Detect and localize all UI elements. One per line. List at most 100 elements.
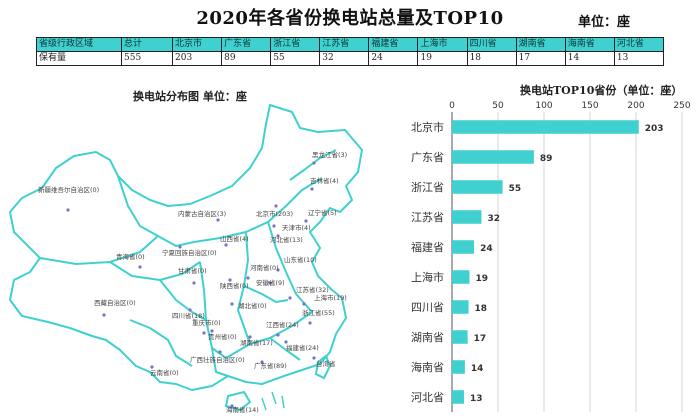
- summary-table-header: 省级行政区域 总计 北京市 广东省 浙江省 江苏省 福建省 上海市 四川省 湖南…: [36, 37, 665, 52]
- map-dot: [66, 208, 70, 212]
- map-dot: [246, 276, 250, 280]
- y-category-label: 上海市: [411, 270, 444, 284]
- map-dot: [210, 329, 214, 333]
- taiwan-outline: [314, 354, 332, 380]
- y-category-label: 江苏省: [411, 211, 444, 224]
- map-dot: [276, 268, 280, 272]
- map-province-label: 浙江省(55): [302, 308, 335, 317]
- map-dot: [302, 302, 306, 306]
- map-dot: [192, 281, 196, 285]
- province-border: [211, 347, 229, 377]
- province-border: [289, 149, 337, 181]
- province-border: [267, 221, 313, 313]
- map-province-label: 湖北省(0): [238, 301, 267, 310]
- row-cell: 55: [270, 51, 321, 66]
- map-province-label: 吉林省(4): [310, 176, 339, 185]
- header-cell: 广东省: [221, 37, 272, 52]
- map-dot: [312, 161, 316, 165]
- y-category-label: 海南省: [411, 360, 444, 374]
- map-dot: [230, 404, 234, 408]
- map-province-label: 辽宁省(5): [308, 208, 337, 217]
- map-dot: [310, 187, 314, 191]
- map-province-label: 宁夏回族自治区(0): [162, 248, 217, 257]
- header-cell: 海南省: [564, 37, 615, 52]
- china-outline: [9, 104, 363, 391]
- x-tick-label: 0: [449, 101, 455, 111]
- map-province-label: 山东省(10): [284, 255, 317, 264]
- map-dot: [150, 365, 154, 369]
- map-dot: [248, 335, 252, 339]
- bar-value-label: 19: [475, 274, 488, 284]
- map-dot: [224, 243, 228, 247]
- y-category-label: 广东省: [411, 151, 444, 164]
- map-province-label: 天津市(4): [282, 223, 311, 232]
- map-province-label: 江西省(24): [266, 320, 299, 329]
- row-cell: 32: [319, 51, 370, 66]
- map-labels: 黑龙江省(3) 吉林省(4) 新疆维吾尔自治区(0) 内蒙古自治区(3) 北京市(203…: [38, 150, 347, 414]
- map-province-label: 安徽省(9): [256, 278, 285, 287]
- bar: [452, 180, 503, 194]
- map-dot: [284, 340, 288, 344]
- map-province-label: 上海市(19): [314, 293, 347, 302]
- y-category-label: 四川省: [411, 301, 444, 314]
- map-dots: [66, 161, 316, 408]
- header-cell: 四川省: [466, 37, 517, 52]
- map-province-label: 湖南省(17): [240, 338, 273, 347]
- map-province-label: 广西壮族自治区(0): [190, 355, 245, 364]
- header-cell: 上海市: [417, 37, 468, 52]
- map-province-label: 广东省(89): [254, 361, 287, 370]
- x-tick-label: 50: [492, 101, 504, 111]
- row-cell: 14: [564, 51, 615, 66]
- header-cell-region: 省级行政区域: [36, 37, 122, 52]
- row-cell: 19: [417, 51, 468, 66]
- row-cell: 89: [221, 51, 272, 66]
- map-province-label: 陕西省(0): [220, 281, 249, 290]
- bar-value-label: 24: [480, 244, 493, 254]
- bar: [452, 330, 468, 344]
- y-category-label: 北京市: [411, 120, 444, 134]
- map-province-label: 四川省(18): [172, 311, 205, 320]
- bar: [452, 300, 469, 314]
- bar-value-label: 17: [474, 334, 487, 344]
- bar-value-label: 13: [470, 394, 483, 404]
- row-cell-label: 保有量: [36, 51, 122, 66]
- china-map: 黑龙江省(3) 吉林省(4) 新疆维吾尔自治区(0) 内蒙古自治区(3) 北京市(203…: [9, 104, 363, 414]
- header-cell-total: 总计: [121, 37, 173, 52]
- map-dot: [202, 331, 206, 335]
- map-province-label: 西藏自治区(0): [94, 298, 136, 307]
- bar: [452, 240, 475, 254]
- bar: [452, 270, 470, 284]
- bar-value-label: 14: [471, 364, 484, 374]
- bar: [452, 120, 639, 134]
- row-cell: 13: [613, 51, 665, 66]
- header-cell: 浙江省: [270, 37, 321, 52]
- south-china-sea-islands: [261, 391, 285, 411]
- province-border: [117, 175, 195, 247]
- bar-value-label: 32: [487, 214, 500, 224]
- province-border: [243, 285, 289, 303]
- bar-value-label: 89: [540, 154, 553, 164]
- map-province-label: 内蒙古自治区(3): [178, 209, 226, 218]
- y-category-label: 浙江省: [411, 181, 444, 194]
- map-dot: [188, 308, 192, 312]
- map-dot: [230, 302, 234, 306]
- map-dot: [218, 350, 222, 354]
- summary-table: 省级行政区域 总计 北京市 广东省 浙江省 江苏省 福建省 上海市 四川省 湖南…: [36, 37, 665, 66]
- map-dot: [308, 321, 312, 325]
- map-province-label: 甘肃省(0): [178, 266, 207, 275]
- x-tick-label: 150: [581, 101, 598, 111]
- bar: [452, 210, 482, 224]
- map-province-label: 重庆市(0): [192, 318, 221, 327]
- map-dot: [304, 219, 308, 223]
- map-province-label: 青海省(0): [116, 252, 145, 261]
- map-province-label: 云南省(0): [150, 368, 179, 377]
- map-province-label: 台湾省: [316, 359, 336, 368]
- y-category-label: 湖南省: [411, 331, 444, 344]
- unit-label: 单位：座: [578, 15, 631, 30]
- row-cell: 203: [171, 51, 223, 66]
- map-province-label: 江苏省(32): [296, 285, 329, 294]
- x-tick-label: 100: [535, 101, 552, 111]
- bar-value-label: 18: [475, 304, 488, 314]
- summary-table-row: 保有量 555 203 89 55 32 24 19 18 17 14 13: [36, 51, 665, 66]
- header-cell: 北京市: [171, 37, 223, 52]
